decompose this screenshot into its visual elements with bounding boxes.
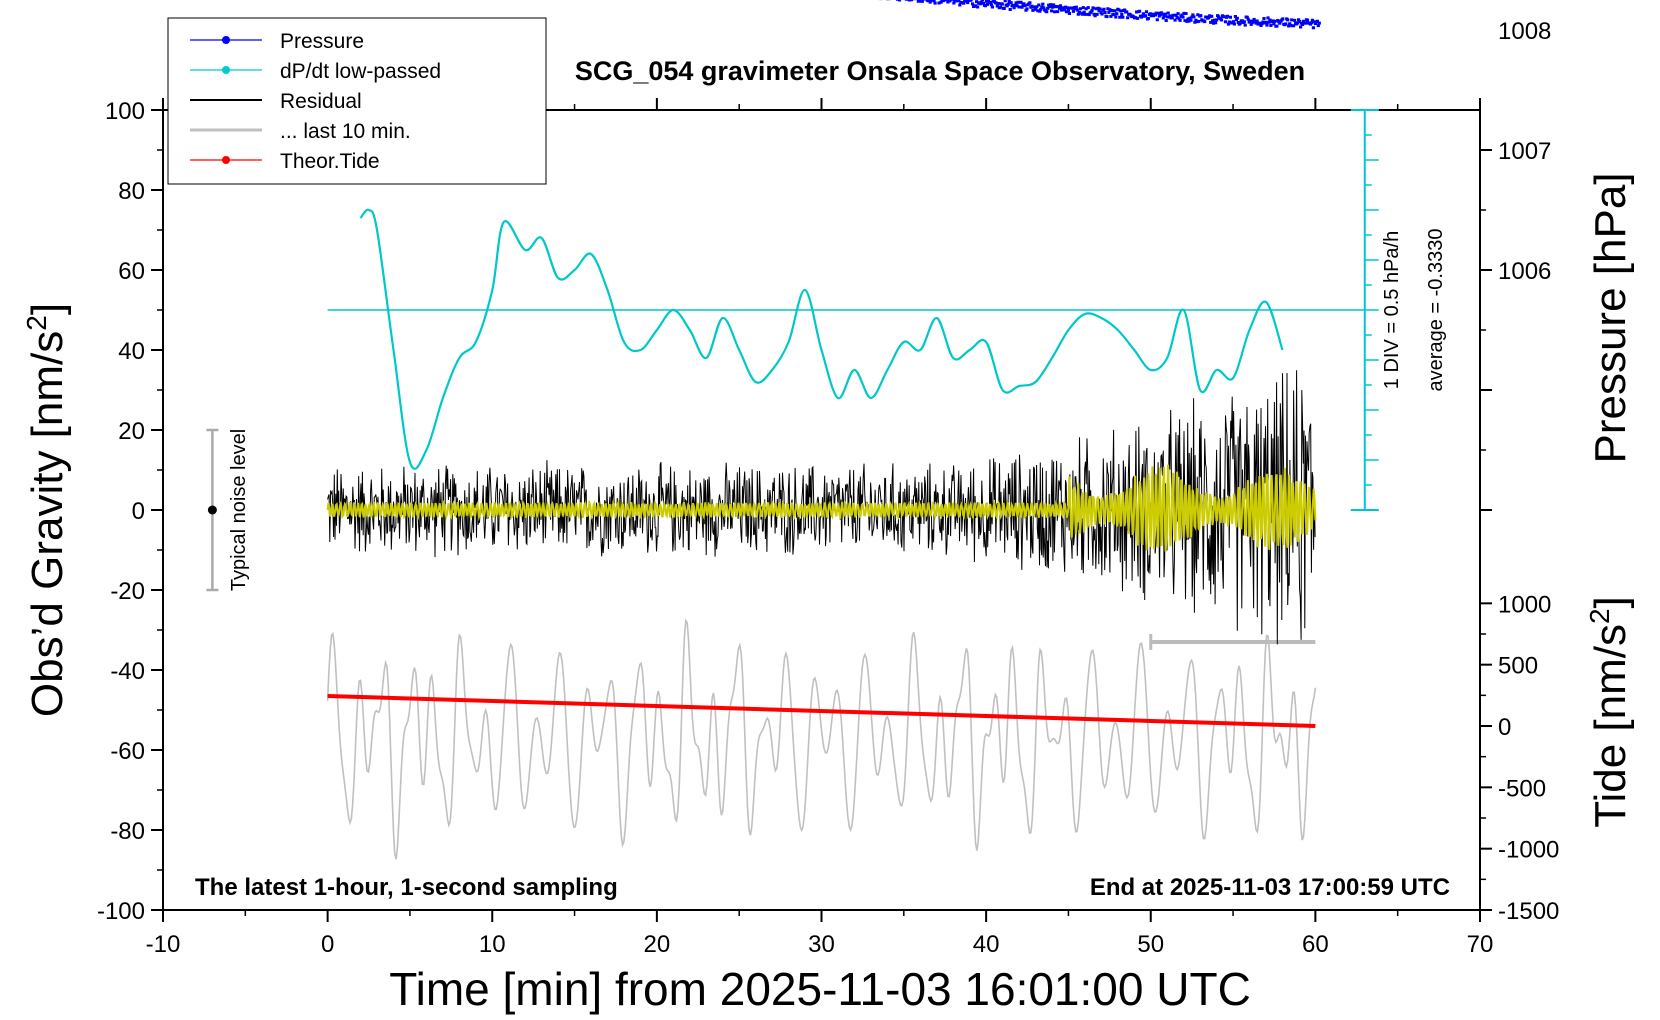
tide-line xyxy=(327,694,1316,728)
tide-tick-label: -1500 xyxy=(1498,898,1559,925)
tide-tick-label: -1000 xyxy=(1498,837,1559,864)
x-tick-label: 10 xyxy=(479,931,506,958)
y-left-axis-ticks: 100 80 60 40 20 0 -20 -40 -60 -80 -100 xyxy=(97,98,163,925)
pressure-axis-ticks: 10101009100810071006 xyxy=(1479,18,1551,511)
y-left-tick-label: -60 xyxy=(110,738,145,765)
x-axis-label: Time [min] from 2025-11-03 16:01:00 UTC xyxy=(389,963,1251,1015)
series-theor-tide xyxy=(327,694,1316,728)
legend-label: Residual xyxy=(280,90,362,113)
legend-label: dP/dt low-passed xyxy=(280,60,441,83)
x-tick-label: -10 xyxy=(146,931,181,958)
gray-curve xyxy=(326,618,1317,860)
y-left-tick-label: 80 xyxy=(118,178,145,205)
tide-tick-label: 1000 xyxy=(1498,591,1551,618)
series-residual-lowpass xyxy=(326,464,1317,552)
tide-label-sup: 2 xyxy=(1584,608,1615,624)
y-left-label-main: Obs’d Gravity [nm/s xyxy=(23,331,72,717)
noise-level-indicator xyxy=(206,428,219,592)
y-left-tick-label: 100 xyxy=(105,98,145,125)
series-last-10-min xyxy=(326,618,1317,860)
chart-title: SCG_054 gravimeter Onsala Space Observat… xyxy=(575,56,1305,86)
x-tick-label: 40 xyxy=(973,931,1000,958)
tide-label-tail: ] xyxy=(1586,596,1635,608)
bottom-left-note: The latest 1-hour, 1-second sampling xyxy=(195,874,618,901)
y-left-tick-label: 0 xyxy=(132,498,145,525)
y-left-tick-label: -100 xyxy=(97,898,145,925)
legend-marker xyxy=(222,156,230,164)
residual-lowpass-curve xyxy=(326,464,1317,552)
y-left-tick-label: -80 xyxy=(110,818,145,845)
series-pressure xyxy=(879,0,1321,30)
tide-tick-label: -500 xyxy=(1498,775,1546,802)
y-left-tick-label: -20 xyxy=(110,578,145,605)
series-dpdt-lowpassed xyxy=(327,208,1365,470)
x-tick-label: 50 xyxy=(1137,931,1164,958)
x-tick-label: 30 xyxy=(808,931,835,958)
legend-label: Theor.Tide xyxy=(280,150,380,173)
noise-bar-dot xyxy=(207,505,217,515)
y-left-axis-label: Obs’d Gravity [nm/s2] xyxy=(21,303,72,717)
tide-axis-label: Tide [nm/s2] xyxy=(1584,596,1635,828)
pressure-points xyxy=(879,0,1321,30)
tide-tick-label: 0 xyxy=(1498,714,1511,741)
bottom-right-note: End at 2025-11-03 17:00:59 UTC xyxy=(1090,874,1450,901)
dpdt-div-label: 1 DIV = 0.5 hPa/h xyxy=(1381,231,1403,389)
pressure-tick-label: 1006 xyxy=(1498,258,1551,285)
legend-label: ... last 10 min. xyxy=(280,120,411,143)
dpdt-average-label: average = -0.3330 xyxy=(1425,229,1447,392)
legend: Pressure dP/dt low-passed Residual ... last… xyxy=(167,17,547,185)
x-tick-label: 20 xyxy=(644,931,671,958)
y-left-tick-label: 20 xyxy=(118,418,145,445)
tide-label-main: Tide [nm/s xyxy=(1586,624,1635,828)
y-left-tick-label: 40 xyxy=(118,338,145,365)
y-left-label-sup: 2 xyxy=(21,315,52,331)
tide-tick-label: 500 xyxy=(1498,653,1538,680)
x-tick-label: 70 xyxy=(1467,931,1494,958)
x-tick-label: 0 xyxy=(321,931,334,958)
pressure-tick-label: 1007 xyxy=(1498,138,1551,165)
x-tick-label: 60 xyxy=(1302,931,1329,958)
noise-level-label: Typical noise level xyxy=(228,429,250,591)
y-left-label-tail: ] xyxy=(23,303,72,315)
pressure-tick-label: 1008 xyxy=(1498,18,1551,45)
legend-marker xyxy=(222,36,230,44)
dpdt-curve xyxy=(359,208,1284,470)
tide-axis-ticks: 1000 500 0 -500 -1000 -1500 xyxy=(1480,591,1559,925)
y-left-tick-label: 60 xyxy=(118,258,145,285)
pressure-axis-label: Pressure [hPa] xyxy=(1586,172,1635,463)
legend-label: Pressure xyxy=(280,30,364,53)
legend-marker xyxy=(222,66,230,74)
y-left-tick-label: -40 xyxy=(110,658,145,685)
x-axis-ticks: -10 0 10 20 30 40 50 60 70 xyxy=(146,98,1494,958)
